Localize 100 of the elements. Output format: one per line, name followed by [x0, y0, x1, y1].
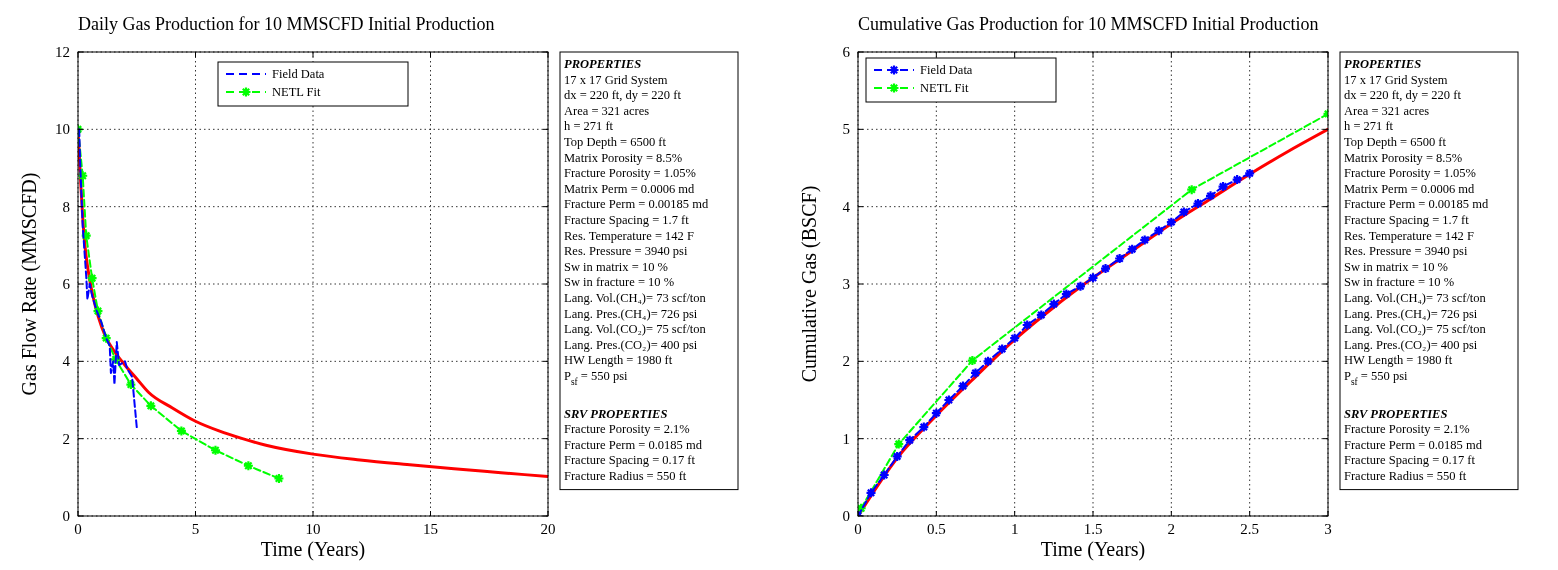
y-tick-label: 2: [62, 430, 70, 447]
point: [918, 421, 930, 433]
point: [1035, 309, 1047, 321]
text: Fracture Perm = 0.00185 md: [564, 197, 709, 212]
text: Fracture Perm = 0.0185 md: [1344, 437, 1483, 452]
text: SRV PROPERTIES: [1344, 406, 1448, 421]
text: Area = 321 acres: [1344, 103, 1430, 118]
text: 17 x 17 Grid System: [1344, 72, 1448, 87]
text: Fracture Porosity = 2.1%: [564, 422, 690, 437]
y-tick-label: 5: [842, 121, 850, 138]
point: [92, 305, 104, 317]
y-tick-label: 0: [62, 508, 70, 524]
legend-label: Field Data: [272, 67, 325, 81]
text: Sw in fracture = 10 %: [564, 275, 675, 290]
text: Lang. Vol.(CH₄)= 73 scf/ton: [564, 291, 707, 305]
point: [865, 487, 877, 499]
text: HW Length = 1980 ft: [1344, 353, 1453, 368]
y-tick-label: 4: [842, 198, 851, 215]
y-axis-title: Gas Flow Rate (MMSCFD): [18, 172, 41, 396]
x-tick-label: 3: [1324, 521, 1332, 537]
x-tick-label: 15: [423, 521, 438, 537]
x-tick-label: 20: [540, 521, 556, 537]
y-tick-label: 10: [55, 121, 70, 138]
y-tick-label: 4: [62, 353, 71, 370]
y-tick-label: 3: [842, 276, 850, 292]
point: [1009, 332, 1021, 344]
point: [242, 460, 254, 472]
x-tick-label: 10: [305, 521, 321, 537]
text: Matrix Perm = 0.0006 md: [564, 181, 696, 196]
text: Lang. Vol.(CH₄)= 73 scf/ton: [1344, 291, 1487, 305]
x-axis-title: Time (Years): [260, 538, 366, 561]
text: P$_{sf}$ = 550 psi: [1344, 369, 1409, 387]
point: [1186, 184, 1198, 196]
y-tick-label: 0: [842, 508, 850, 524]
point: [996, 343, 1008, 355]
y-axis-title: Cumulative Gas (BSCF): [798, 185, 821, 383]
text: Fracture Spacing = 0.17 ft: [1344, 453, 1476, 468]
point: [1139, 234, 1151, 246]
text: Lang. Pres.(CH₄)= 726 psi: [564, 306, 698, 321]
point: [1178, 206, 1190, 218]
y-tick-label: 2: [842, 353, 850, 370]
text: Fracture Radius = 550 ft: [564, 469, 687, 483]
point: [1021, 319, 1033, 331]
text: h = 271 ft: [1344, 119, 1394, 134]
x-tick-label: 5: [191, 521, 200, 537]
y-tick-label: 8: [62, 198, 70, 215]
legend-label: Field Data: [920, 63, 973, 77]
x-tick-label: 2.5: [1240, 521, 1260, 537]
text: Lang. Vol.(CO₂)= 75 scf/ton: [564, 322, 707, 337]
text: Sw in matrix = 10 %: [564, 259, 668, 274]
text: P$_{sf}$ = 550 psi: [564, 369, 629, 387]
text: Fracture Perm = 0.0185 md: [564, 437, 703, 452]
point: [1048, 298, 1060, 310]
text: SRV PROPERTIES: [564, 406, 668, 421]
point: [1087, 272, 1099, 284]
chart-title: Cumulative Gas Production for 10 MMSCFD Initial Production: [858, 14, 1319, 34]
point: [1165, 216, 1177, 228]
point: [1060, 288, 1072, 300]
text: Fracture Porosity = 2.1%: [1344, 422, 1470, 437]
y-tick-label: 6: [62, 276, 71, 292]
text: Top Depth = 6500 ft: [1344, 135, 1447, 149]
text: Matrix Perm = 0.0006 md: [1344, 181, 1476, 196]
y-tick-label: 1: [842, 430, 850, 447]
legend-label: NETL Fit: [272, 85, 322, 99]
x-axis-title: Time (Years): [1040, 538, 1146, 561]
text: Fracture Spacing = 1.7 ft: [1344, 213, 1470, 227]
point: [943, 394, 955, 406]
point: [145, 400, 157, 412]
text: Res. Pressure = 3940 psi: [564, 244, 688, 259]
x-tick-label: 0.5: [926, 521, 946, 537]
point: [982, 355, 994, 367]
text: Res. Pressure = 3940 psi: [1344, 244, 1468, 259]
text: Fracture Porosity = 1.05%: [1344, 166, 1477, 181]
text: Lang. Vol.(CO₂)= 75 scf/ton: [1344, 322, 1487, 337]
text: Lang. Pres.(CO₂)= 400 psi: [1344, 337, 1478, 352]
y-tick-label: 12: [55, 44, 70, 60]
x-tick-label: 0: [74, 521, 82, 537]
text: HW Length = 1980 ft: [564, 353, 673, 368]
text: Lang. Pres.(CO₂)= 400 psi: [564, 337, 698, 352]
text: Matrix Porosity = 8.5%: [564, 150, 683, 165]
text: Lang. Pres.(CH₄)= 726 psi: [1344, 306, 1478, 321]
text: Sw in fracture = 10 %: [1344, 275, 1455, 290]
x-tick-label: 0: [854, 521, 862, 537]
text: Fracture Perm = 0.00185 md: [1344, 197, 1489, 212]
text: h = 271 ft: [564, 119, 614, 134]
text: Fracture Porosity = 1.05%: [564, 166, 697, 181]
point: [1153, 225, 1165, 237]
x-tick-label: 1.5: [1083, 521, 1103, 537]
point: [930, 407, 942, 419]
x-tick-label: 2: [1167, 521, 1176, 537]
point: [1126, 243, 1138, 255]
text: dx = 220 ft, dy = 220 ft: [1344, 88, 1462, 103]
text: Matrix Porosity = 8.5%: [1344, 150, 1463, 165]
text: Res. Temperature = 142 F: [1344, 228, 1474, 243]
text: dx = 220 ft, dy = 220 ft: [564, 88, 682, 103]
text: Res. Temperature = 142 F: [564, 228, 694, 243]
chart-title: Daily Gas Production for 10 MMSCFD Initial Production: [78, 14, 495, 34]
point: [893, 438, 905, 450]
point: [175, 425, 187, 437]
text: PROPERTIES: [1344, 57, 1422, 71]
